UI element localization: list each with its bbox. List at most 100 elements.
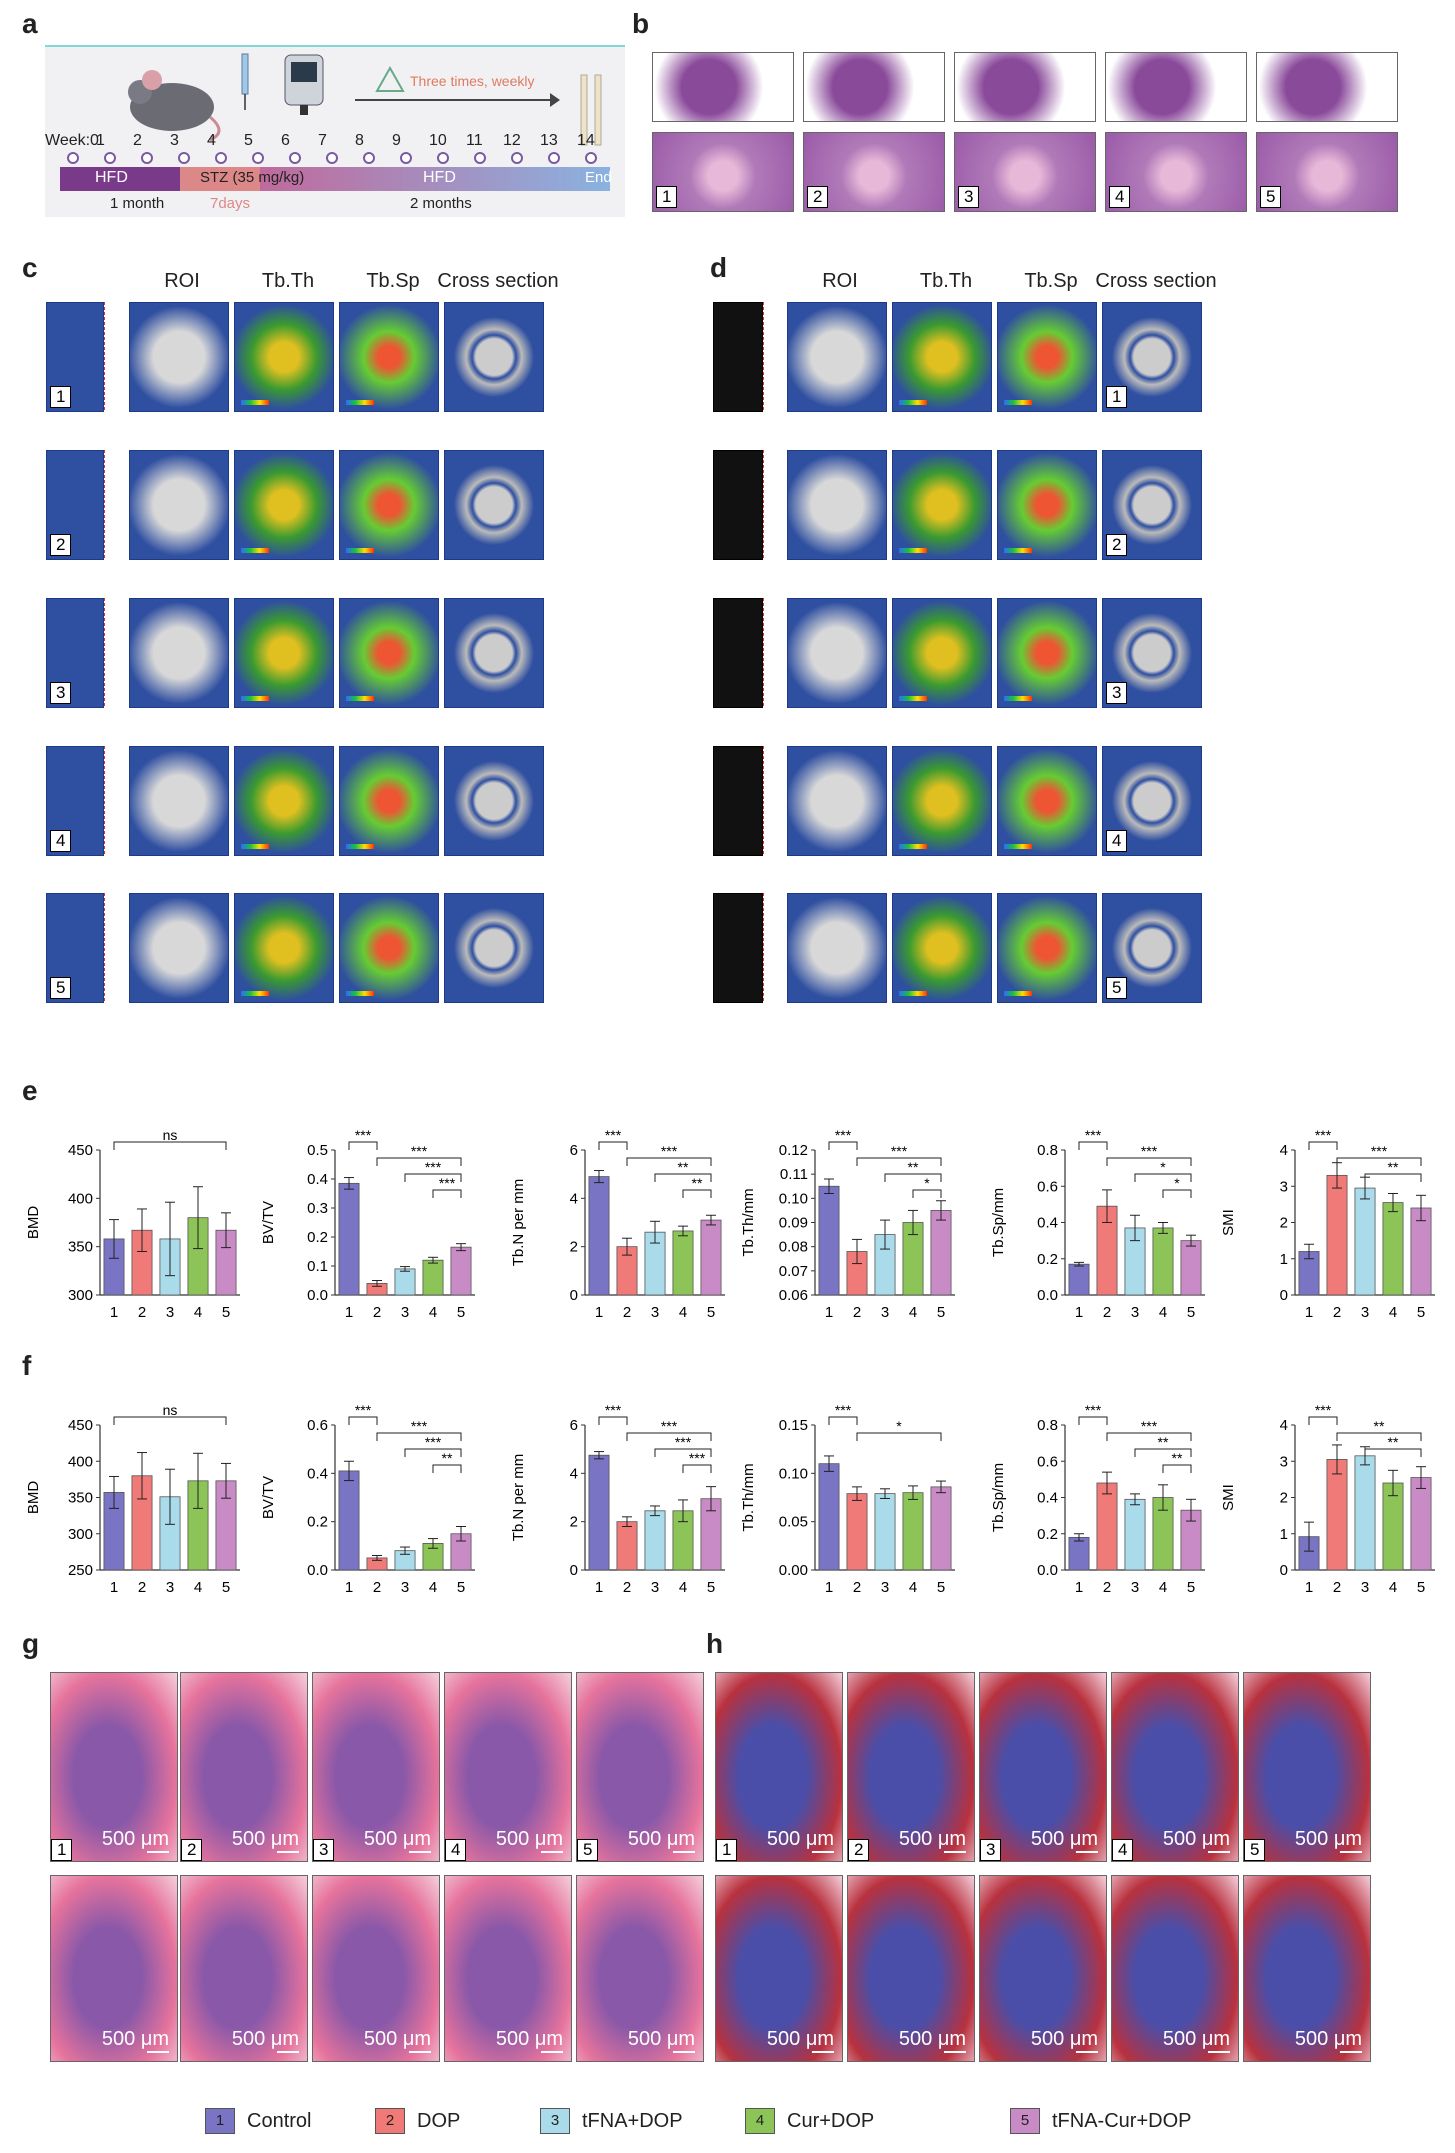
bar-chart-e-tbspmm: 0.00.20.40.60.8Tb.Sp/mm1 2 3 4 5******** (990, 1127, 1205, 1321)
y-tick-label: 0.1 (307, 1258, 328, 1275)
x-tick-label: 4 (194, 1304, 202, 1321)
x-tick-label: 5 (457, 1304, 465, 1321)
masson-stain-image: 500 μm 1 (715, 1672, 843, 1862)
repeat-arrow (355, 99, 555, 101)
bar-group-4 (902, 1492, 924, 1571)
significance-label: *** (355, 1402, 372, 1418)
week-label: Week:0 (45, 132, 99, 149)
y-tick-label: 0.4 (307, 1465, 328, 1482)
microct-side-view: 4 (46, 746, 104, 856)
significance-bracket (828, 1141, 858, 1150)
bar-group-3 (1354, 1187, 1376, 1296)
x-tick-label: 2 (1333, 1304, 1341, 1321)
y-tick-label: 0.10 (779, 1465, 808, 1482)
microct-tile (234, 598, 334, 708)
legend-label-3: tFNA+DOP (582, 2110, 683, 2132)
significance-bracket (856, 1157, 942, 1166)
y-tick-label: 1 (1280, 1526, 1288, 1543)
color-scale-bar (899, 400, 927, 405)
bar-group-1 (1068, 1263, 1090, 1296)
he-number: 3 (958, 186, 980, 208)
significance-bracket (1336, 1157, 1422, 1166)
significance-bracket (432, 1464, 462, 1473)
masson-stain-image: 500 μm (979, 1875, 1107, 2062)
significance-label: *** (605, 1402, 622, 1418)
arrow-head (550, 93, 560, 107)
x-tick-label: 1 (345, 1579, 353, 1596)
significance-label: *** (1141, 1143, 1158, 1159)
significance-label: *** (675, 1434, 692, 1450)
panel-label-a: a (22, 8, 38, 39)
microct-side-view (713, 893, 763, 1003)
bar-group-1 (818, 1185, 840, 1296)
bar-group-3 (1354, 1455, 1376, 1571)
y-tick-label: 300 (68, 1287, 93, 1304)
bar-group-2 (616, 1521, 638, 1571)
significance-bracket (1162, 1464, 1192, 1473)
week-tick (326, 152, 338, 164)
significance-bracket (828, 1416, 858, 1425)
x-tick-label: 2 (1103, 1579, 1111, 1596)
color-scale-bar (1004, 400, 1032, 405)
microct-side-view (713, 450, 763, 560)
row-number: 4 (1106, 830, 1128, 852)
masson-stain-scale-text: 500 μm (1294, 2028, 1362, 2050)
microct-header: Tb.Th (919, 270, 973, 292)
he-overview (803, 52, 945, 122)
color-scale-bar (899, 696, 927, 701)
microct-side-view: 2 (46, 450, 104, 560)
significance-label: *** (1315, 1127, 1332, 1143)
bar-group-4 (1152, 1227, 1174, 1296)
he-stain-scale-bar (409, 2051, 431, 2053)
he-number: 1 (656, 186, 678, 208)
week-label: 3 (170, 132, 179, 149)
x-tick-label: 3 (651, 1304, 659, 1321)
significance-label: *** (835, 1127, 852, 1143)
he-stain-image: 500 μm (576, 1875, 704, 2062)
phase2-duration: 2 months (410, 195, 472, 212)
bar-group-5 (1180, 1240, 1202, 1296)
week-tick (585, 152, 597, 164)
repeat-label: Three times, weekly (410, 73, 535, 89)
week-tick (289, 152, 301, 164)
y-tick-label: 0.2 (307, 1514, 328, 1531)
microct-tile (234, 893, 334, 1003)
x-tick-label: 5 (1187, 1579, 1195, 1596)
microct-tile: 2 (1102, 450, 1202, 560)
y-tick-label: 300 (68, 1526, 93, 1543)
significance-bracket (1336, 1432, 1422, 1441)
he-number: 2 (807, 186, 829, 208)
y-tick-label: 0.5 (307, 1142, 328, 1159)
microct-tile (444, 598, 544, 708)
x-tick-label: 3 (166, 1579, 174, 1596)
bar-group-5 (930, 1210, 952, 1296)
bar-group-1 (338, 1470, 360, 1571)
microct-tile (339, 598, 439, 708)
microct-side-view (713, 746, 763, 856)
y-tick-label: 0.0 (307, 1287, 328, 1304)
y-tick-label: 1 (1280, 1251, 1288, 1268)
significance-bracket (1134, 1173, 1192, 1182)
significance-bracket (626, 1432, 712, 1441)
he-stain-image: 500 μm 1 (50, 1672, 178, 1862)
microct-tile (339, 746, 439, 856)
bar-group-1 (588, 1176, 610, 1296)
masson-stain-scale-text: 500 μm (1162, 1828, 1230, 1850)
masson-stain-image: 500 μm 3 (979, 1672, 1107, 1862)
he-overview (652, 52, 794, 122)
significance-bracket (1134, 1448, 1192, 1457)
y-tick-label: 0.00 (779, 1562, 808, 1579)
x-tick-label: 1 (110, 1579, 118, 1596)
bar-group-1 (338, 1182, 360, 1296)
bar-group-4 (422, 1259, 444, 1296)
y-tick-label: 2 (1280, 1215, 1288, 1232)
x-tick-label: 5 (937, 1579, 945, 1596)
bar-group-1 (1068, 1536, 1090, 1571)
he-stain-scale-text: 500 μm (363, 2028, 431, 2050)
bar-group-3 (1124, 1498, 1146, 1571)
color-scale-bar (241, 548, 269, 553)
significance-bracket (404, 1173, 462, 1182)
y-axis-label: BMD (25, 1481, 42, 1515)
bar-group-5 (450, 1246, 472, 1296)
